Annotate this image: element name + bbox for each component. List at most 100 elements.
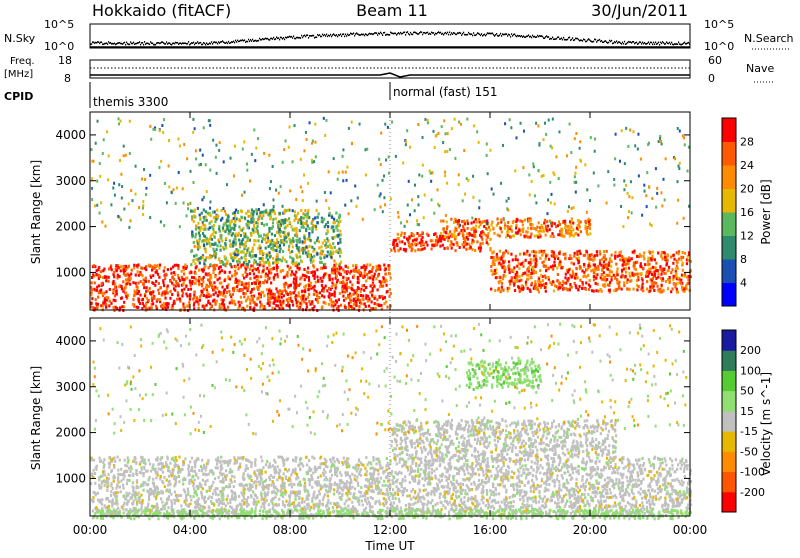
scatter-cell bbox=[123, 272, 125, 275]
scatter-cell bbox=[208, 256, 210, 259]
scatter-cell bbox=[478, 458, 480, 461]
scatter-cell bbox=[255, 282, 257, 285]
scatter-cell bbox=[224, 255, 226, 258]
scatter-cell bbox=[599, 259, 601, 262]
scatter-cell bbox=[516, 218, 518, 221]
scatter-cell bbox=[564, 256, 566, 259]
scatter-cell bbox=[108, 466, 110, 469]
scatter-cell bbox=[633, 267, 635, 270]
scatter-cell bbox=[580, 485, 582, 488]
scatter-cell bbox=[508, 287, 510, 290]
scatter-cell bbox=[677, 282, 679, 285]
scatter-cell bbox=[564, 276, 566, 279]
scatter-cell bbox=[540, 458, 542, 461]
scatter-cell bbox=[478, 141, 480, 144]
freq-tick-bottom: 8 bbox=[64, 72, 71, 85]
scatter-cell bbox=[252, 229, 254, 232]
scatter-cell bbox=[434, 146, 436, 149]
scatter-cell bbox=[365, 297, 367, 300]
scatter-cell bbox=[614, 251, 616, 254]
scatter-cell bbox=[369, 263, 371, 266]
scatter-cell bbox=[257, 239, 259, 242]
scatter-cell bbox=[679, 130, 681, 133]
scatter-cell bbox=[471, 216, 473, 219]
date-title: 30/Jun/2011 bbox=[591, 1, 688, 20]
scatter-cell bbox=[182, 302, 184, 305]
scatter-cell bbox=[326, 237, 328, 240]
scatter-cell bbox=[346, 166, 348, 169]
scatter-cell bbox=[558, 130, 560, 133]
scatter-cell bbox=[445, 214, 447, 217]
scatter-cell bbox=[249, 251, 251, 254]
scatter-cell bbox=[669, 499, 671, 502]
scatter-cell bbox=[365, 279, 367, 282]
scatter-cell bbox=[600, 264, 602, 267]
scatter-cell bbox=[120, 468, 122, 471]
scatter-cell bbox=[269, 187, 271, 190]
scatter-cell bbox=[264, 279, 266, 282]
scatter-cell bbox=[543, 174, 545, 177]
scatter-cell bbox=[625, 267, 627, 270]
scatter-cell bbox=[118, 285, 120, 288]
scatter-cell bbox=[581, 287, 583, 290]
scatter-cell bbox=[345, 297, 347, 300]
scatter-cell bbox=[351, 288, 353, 291]
scatter-cell bbox=[576, 227, 578, 230]
scatter-cell bbox=[265, 247, 267, 250]
scatter-cell bbox=[570, 230, 572, 233]
scatter-cell bbox=[542, 279, 544, 282]
scatter-cell bbox=[102, 152, 104, 155]
scatter-cell bbox=[245, 259, 247, 262]
scatter-cell bbox=[336, 280, 338, 283]
scatter-cell bbox=[315, 290, 317, 293]
scatter-cell bbox=[294, 498, 296, 501]
scatter-cell bbox=[291, 250, 293, 253]
scatter-cell bbox=[476, 130, 478, 133]
scatter-cell bbox=[492, 273, 494, 276]
scatter-cell bbox=[107, 280, 109, 283]
scatter-cell bbox=[503, 498, 505, 501]
scatter-cell bbox=[247, 239, 249, 242]
scatter-cell bbox=[196, 245, 198, 248]
scatter-cell bbox=[528, 219, 530, 222]
scatter-cell bbox=[510, 253, 512, 256]
scatter-cell bbox=[454, 118, 456, 121]
scatter-cell bbox=[133, 264, 135, 267]
scatter-cell bbox=[559, 282, 561, 285]
scatter-cell bbox=[286, 304, 288, 307]
scatter-cell bbox=[304, 274, 306, 277]
scatter-cell bbox=[498, 258, 500, 261]
scatter-cell bbox=[245, 212, 247, 215]
scatter-cell bbox=[670, 290, 672, 293]
scatter-cell bbox=[325, 199, 327, 202]
scatter-cell bbox=[534, 194, 536, 197]
scatter-cell bbox=[275, 249, 277, 252]
scatter-cell bbox=[301, 190, 303, 193]
scatter-cell bbox=[384, 484, 386, 487]
scatter-cell bbox=[339, 230, 341, 233]
scatter-cell bbox=[678, 167, 680, 170]
scatter-cell bbox=[308, 227, 310, 230]
scatter-cell bbox=[547, 225, 549, 228]
scatter-cell bbox=[636, 261, 638, 264]
scatter-cell bbox=[217, 214, 219, 217]
scatter-cell bbox=[442, 227, 444, 230]
scatter-cell bbox=[203, 244, 205, 247]
scatter-cell bbox=[438, 204, 440, 207]
scatter-cell bbox=[118, 183, 120, 186]
cpid-mode-2: normal (fast) 151 bbox=[393, 85, 497, 99]
scatter-cell bbox=[222, 207, 224, 210]
scatter-cell bbox=[522, 502, 524, 505]
scatter-cell bbox=[177, 264, 179, 267]
scatter-cell bbox=[638, 484, 640, 487]
scatter-cell bbox=[273, 267, 275, 270]
scatter-cell bbox=[671, 479, 673, 482]
scatter-cell bbox=[199, 261, 201, 264]
scatter-cell bbox=[114, 299, 116, 302]
scatter-cell bbox=[189, 279, 191, 282]
scatter-cell bbox=[193, 241, 195, 244]
scatter-cell bbox=[246, 163, 248, 166]
scatter-cell bbox=[445, 231, 447, 234]
scatter-cell bbox=[307, 182, 309, 185]
scatter-cell bbox=[317, 216, 319, 219]
